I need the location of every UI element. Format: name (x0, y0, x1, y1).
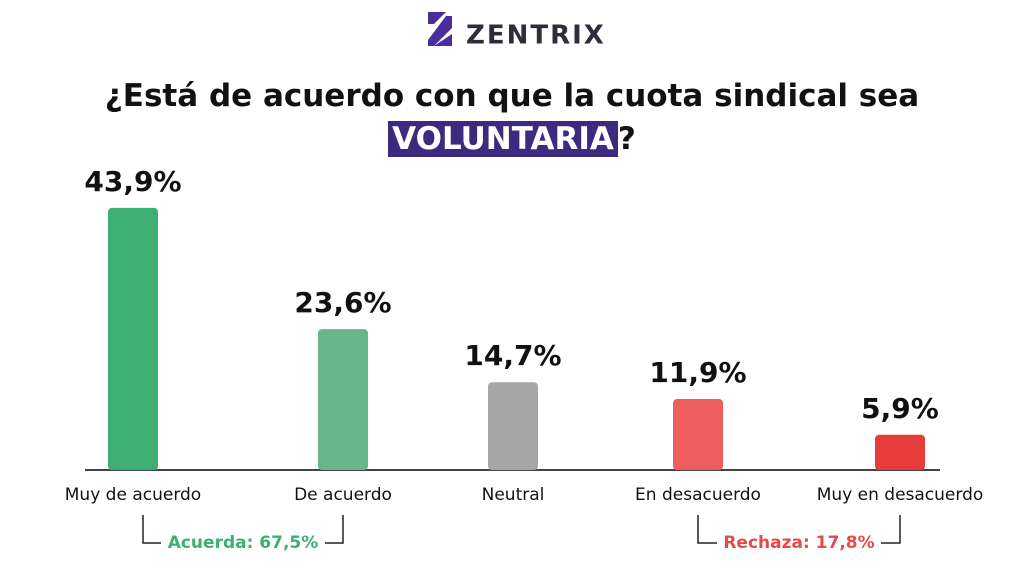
bar (875, 434, 925, 470)
title-highlight: VOLUNTARIA (388, 121, 618, 157)
logo-icon (428, 12, 452, 46)
value-label: 23,6% (294, 286, 391, 319)
bar (318, 329, 368, 470)
annotation: Acuerda: 67,5% (168, 533, 319, 553)
logo-text: ZENTRIX (466, 21, 606, 51)
title-end: ? (617, 121, 636, 157)
value-label: 14,7% (464, 339, 561, 372)
category-label: Muy en desacuerdo (817, 485, 984, 505)
category-label: Muy de acuerdo (65, 485, 201, 505)
category-label: Neutral (482, 485, 545, 505)
bracket (142, 515, 344, 544)
value-label: 11,9% (649, 356, 746, 389)
bar (488, 382, 538, 470)
category-label: En desacuerdo (635, 485, 761, 505)
chart-title: ¿Está de acuerdo con que la cuota sindic… (104, 78, 920, 114)
annotation: Rechaza: 17,8% (723, 533, 874, 553)
category-label: De acuerdo (294, 485, 392, 505)
value-label: 5,9% (861, 392, 939, 425)
bracket (697, 515, 901, 544)
title-line-2: VOLUNTARIA? (0, 121, 1024, 157)
bar (108, 207, 158, 471)
bar (673, 398, 723, 470)
value-label: 43,9% (84, 165, 181, 198)
